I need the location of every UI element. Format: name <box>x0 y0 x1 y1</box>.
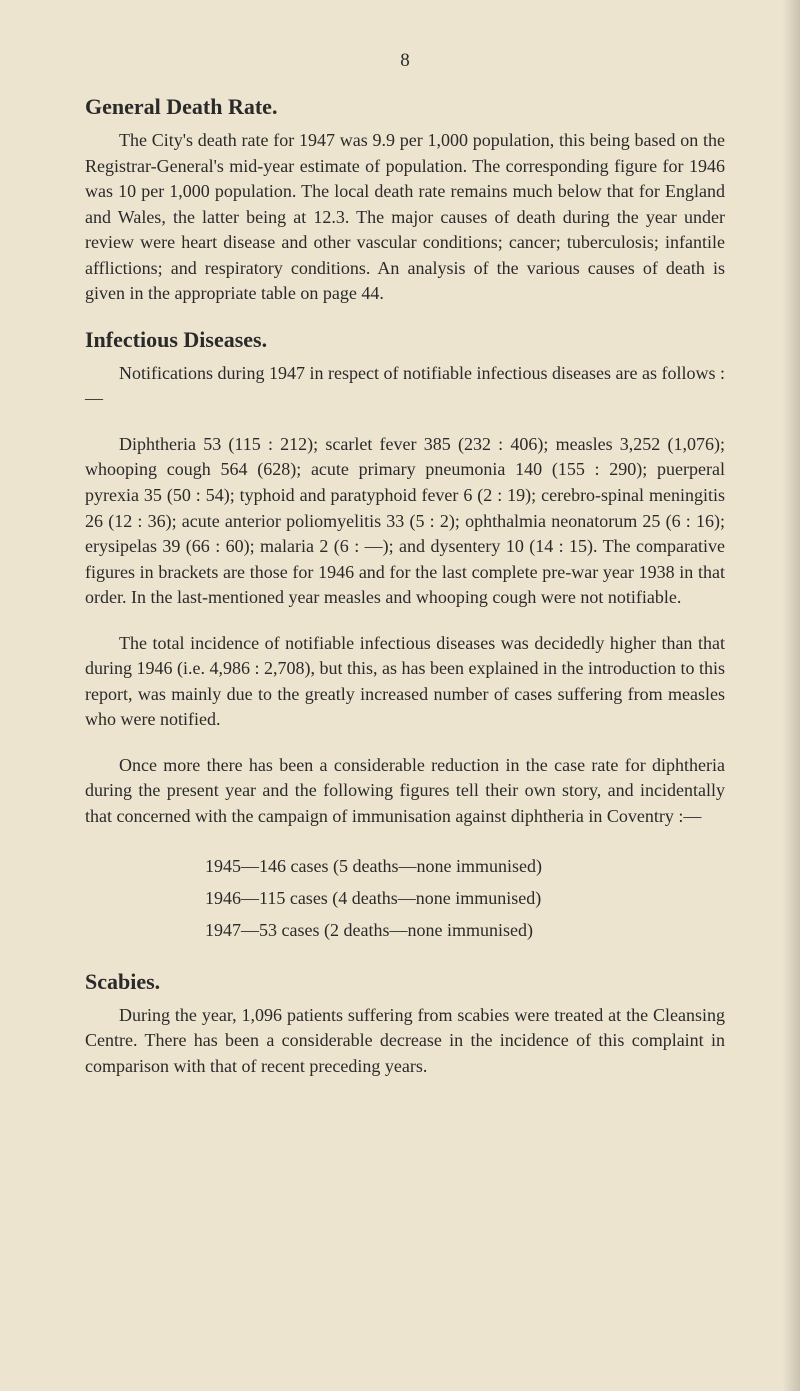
paragraph-infectious-intro: Notifications during 1947 in respect of … <box>85 361 725 412</box>
immunisation-item-1945: 1945—146 cases (5 deaths—none immunised) <box>205 850 725 882</box>
heading-scabies: Scabies. <box>85 969 725 995</box>
paragraph-infectious-diphtheria: Once more there has been a considerable … <box>85 753 725 830</box>
immunisation-item-1947: 1947—53 cases (2 deaths—none immunised) <box>205 914 725 946</box>
page-number: 8 <box>85 50 725 72</box>
immunisation-item-1946: 1946—115 cases (4 deaths—none immunised) <box>205 882 725 914</box>
paragraph-scabies: During the year, 1,096 patients sufferin… <box>85 1003 725 1080</box>
paragraph-infectious-stats: Diphtheria 53 (115 : 212); scarlet fever… <box>85 432 725 611</box>
heading-infectious-diseases: Infectious Diseases. <box>85 327 725 353</box>
paragraph-general-death-rate: The City's death rate for 1947 was 9.9 p… <box>85 128 725 307</box>
paragraph-infectious-incidence: The total incidence of notifiable infect… <box>85 631 725 733</box>
immunisation-list: 1945—146 cases (5 deaths—none immunised)… <box>85 850 725 947</box>
heading-general-death-rate: General Death Rate. <box>85 94 725 120</box>
page-shadow <box>782 0 800 1391</box>
